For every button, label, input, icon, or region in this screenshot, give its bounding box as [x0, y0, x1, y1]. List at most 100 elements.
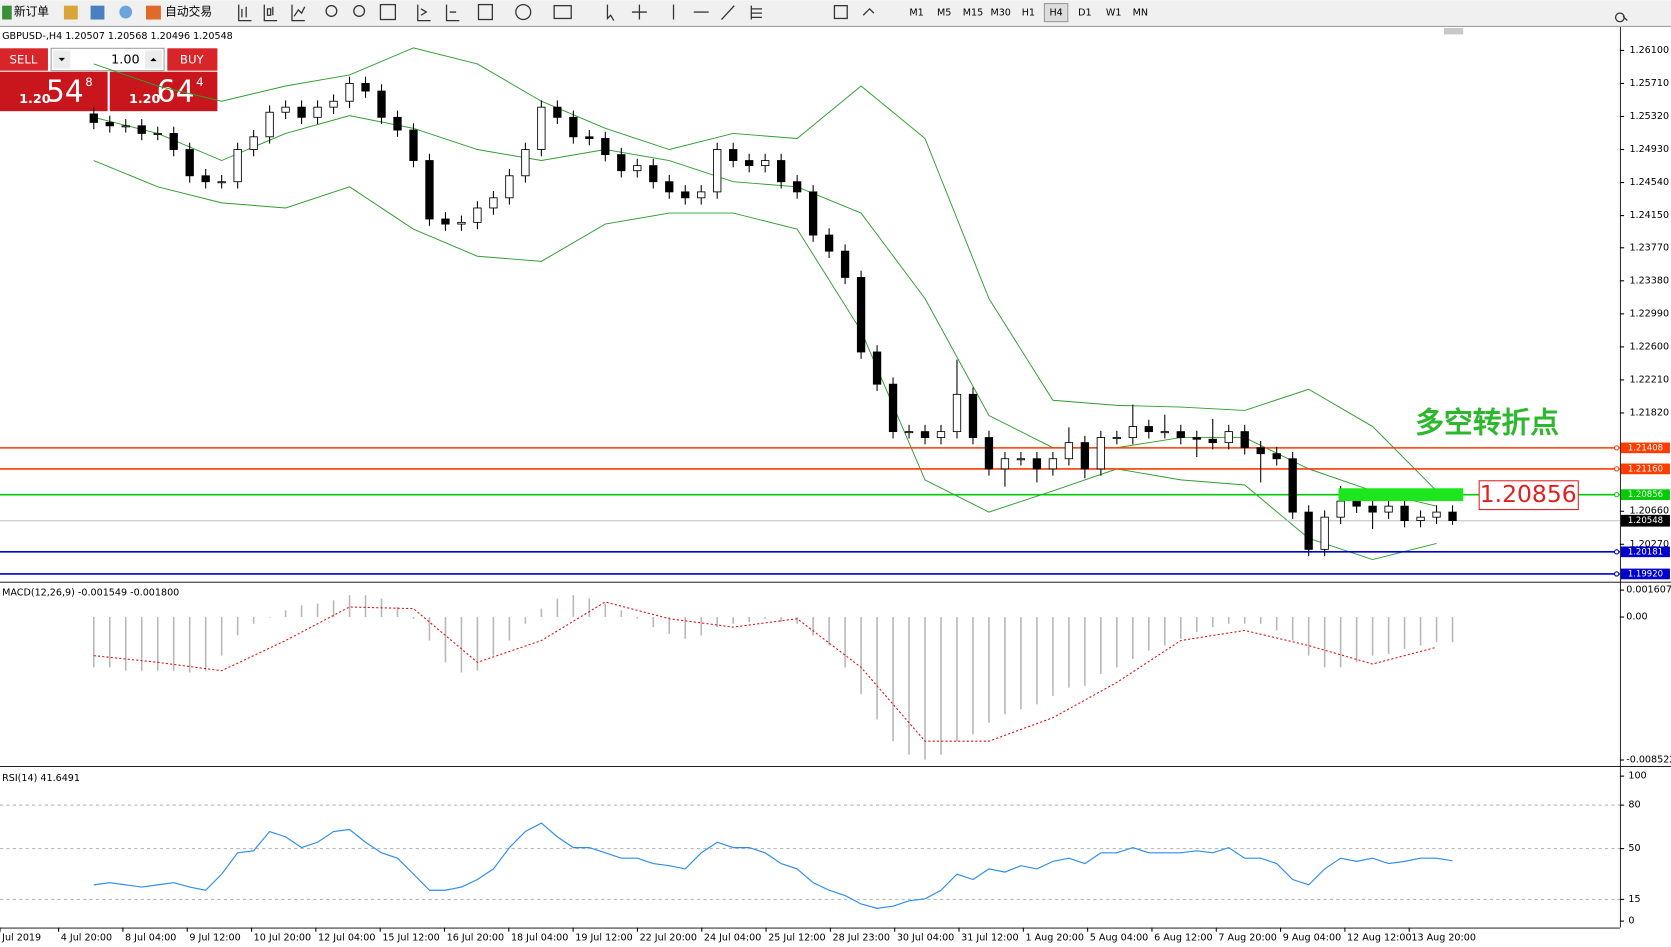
candle-body [345, 83, 354, 102]
candle-body [872, 351, 882, 385]
timeframe-button[interactable]: W1 [1106, 8, 1122, 19]
candle-body [1448, 511, 1457, 521]
bid-box[interactable] [0, 71, 108, 112]
icon[interactable] [263, 4, 278, 22]
candle-body [1416, 516, 1425, 521]
icon[interactable] [63, 5, 78, 20]
macd-bar [1275, 617, 1278, 631]
x-tick-label: 24 Jul 04:00 [704, 933, 761, 944]
macd-bar [556, 598, 559, 618]
rsi-header: RSI(14) 41.6491 [2, 773, 80, 784]
macd-bar [1323, 617, 1326, 668]
bid-price-box [1620, 514, 1670, 527]
buy-button[interactable] [167, 48, 218, 71]
candle-body [824, 234, 834, 252]
rsi-line [93, 822, 1453, 909]
candle-body [1144, 426, 1153, 433]
lot-box[interactable] [50, 47, 165, 72]
cursor-tool[interactable] [606, 4, 615, 21]
candle-body [569, 116, 578, 138]
x-tick-label: 18 Jul 04:00 [511, 933, 568, 944]
macd-bar [1387, 617, 1390, 654]
macd-bar [1307, 617, 1310, 656]
search[interactable] [1615, 12, 1628, 23]
crosshair-tool[interactable] [631, 4, 647, 20]
icon[interactable] [445, 4, 460, 22]
x-tick-label: 9 Aug 04:00 [1283, 933, 1342, 944]
macd-bar [988, 617, 990, 723]
x-tick-label: 28 Jul 23:00 [833, 933, 890, 944]
macd-bar [140, 617, 143, 671]
candle-body [1240, 431, 1249, 449]
candle-body [729, 149, 738, 161]
timeframe-button[interactable]: M1 [909, 8, 923, 19]
candle-body [761, 160, 770, 167]
x-tick-label: 9 Jul 12:00 [189, 933, 240, 944]
ask-box[interactable] [109, 71, 218, 112]
icon[interactable] [119, 5, 133, 19]
y-tick-label: 15 [1628, 894, 1640, 905]
icon[interactable] [477, 3, 493, 21]
macd-bar [908, 617, 910, 755]
lot-up-arrow [150, 57, 157, 62]
icon[interactable] [238, 4, 252, 22]
auto-trade-icon[interactable] [145, 5, 161, 20]
macd-bar [252, 617, 255, 624]
timeframe-button[interactable]: H4 [1049, 8, 1062, 19]
candle-body [217, 181, 226, 184]
bid-price-label: 1.20548 [1628, 516, 1663, 526]
annotation: 多空转折点 [1415, 405, 1559, 439]
level-anchor [1613, 466, 1620, 472]
candle-body [585, 136, 594, 139]
macd-bar [444, 617, 447, 663]
timeframe-button[interactable]: M30 [990, 8, 1010, 19]
macd-bar [268, 617, 271, 618]
y-tick-label: 1.24150 [1629, 210, 1669, 221]
candle-body [968, 393, 978, 438]
icon[interactable] [379, 3, 397, 21]
arrow-tool[interactable] [862, 7, 875, 16]
x-tick-label: 8 Jul 04:00 [125, 933, 176, 944]
candle-body [473, 207, 482, 223]
auto-trade-button[interactable]: 自动交易 [165, 5, 212, 19]
candle-body [1224, 431, 1233, 444]
lot-value[interactable]: 1.00 [111, 53, 139, 68]
candle-body [89, 113, 98, 123]
icon[interactable] [90, 5, 105, 20]
level-price-label: 1.20856 [1628, 490, 1663, 500]
candle-body [489, 197, 498, 209]
candle-body [1432, 511, 1441, 518]
candle-body [1112, 437, 1121, 440]
trendline-tool[interactable] [721, 5, 735, 20]
icon[interactable] [291, 4, 306, 22]
icon[interactable] [515, 3, 532, 21]
x-tick-label: 15 Jul 12:00 [382, 933, 439, 944]
buy-label[interactable]: BUY [180, 53, 205, 67]
textlabel-tool[interactable] [833, 5, 848, 20]
macd-bar [1020, 617, 1022, 710]
candle-body [1192, 437, 1201, 440]
zoom-out[interactable] [353, 5, 366, 17]
new-order-icon[interactable] [2, 5, 12, 20]
zoom-in[interactable] [325, 5, 338, 17]
timeframe-button[interactable]: M15 [963, 8, 983, 19]
macd-bar [780, 617, 782, 623]
icon[interactable] [417, 4, 431, 22]
timeframe-button[interactable]: M5 [937, 8, 951, 19]
fibo-tool[interactable] [750, 5, 762, 20]
macd-bar [796, 617, 798, 624]
macd-bar [428, 617, 431, 641]
timeframe-button[interactable]: H1 [1022, 8, 1035, 19]
callout-box [1478, 480, 1579, 511]
new-order-button[interactable]: 新订单 [14, 5, 49, 19]
sell-label[interactable]: SELL [9, 53, 37, 67]
timeframe-button[interactable]: MN [1133, 8, 1148, 19]
icon[interactable] [553, 5, 572, 20]
sell-button[interactable] [0, 48, 48, 71]
macd-bar [748, 617, 750, 623]
chart-window [0, 26, 1671, 947]
candle-body [1272, 453, 1281, 460]
timeframe-button[interactable]: D1 [1078, 8, 1091, 19]
candle-body [137, 125, 146, 134]
